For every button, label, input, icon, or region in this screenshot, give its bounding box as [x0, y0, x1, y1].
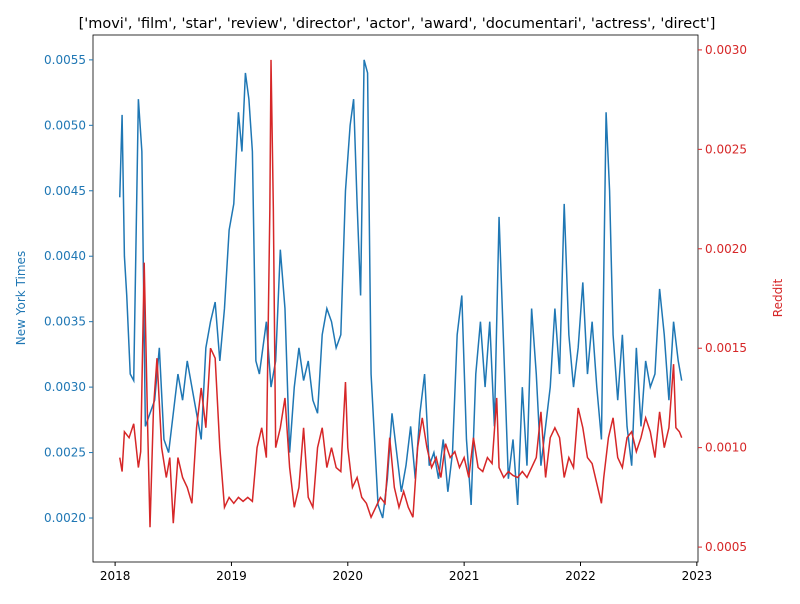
y2-axis-label: Reddit: [771, 278, 785, 317]
line-series: [119, 59, 683, 528]
y-tick-label: 0.0025: [44, 446, 86, 460]
y2-tick-label: 0.0025: [705, 142, 747, 156]
x-tick-label: 2020: [333, 569, 364, 583]
x-tick-label: 2018: [100, 569, 131, 583]
y-tick-label: 0.0035: [44, 315, 86, 329]
x-tick-label: 2019: [216, 569, 247, 583]
y2-tick-label: 0.0030: [705, 43, 747, 57]
plot-frame: [92, 34, 699, 563]
y-tick-label: 0.0050: [44, 118, 86, 132]
y-axis-label: New York Times: [14, 251, 28, 345]
y2-tick-label: 0.0015: [705, 341, 747, 355]
chart-title: ['movi', 'film', 'star', 'review', 'dire…: [79, 16, 716, 32]
y2-tick-label: 0.0005: [705, 540, 747, 554]
y2-tick-label: 0.0010: [705, 441, 747, 455]
y-tick-label: 0.0045: [44, 184, 86, 198]
x-tick-label: 2022: [565, 569, 596, 583]
y2-tick-label: 0.0020: [705, 242, 747, 256]
y-tick-label: 0.0030: [44, 380, 86, 394]
y-tick-label: 0.0040: [44, 249, 86, 263]
x-tick-label: 2023: [682, 569, 713, 583]
x-tick-label: 2021: [449, 569, 480, 583]
y-tick-label: 0.0020: [44, 511, 86, 525]
y-tick-label: 0.0055: [44, 53, 86, 67]
